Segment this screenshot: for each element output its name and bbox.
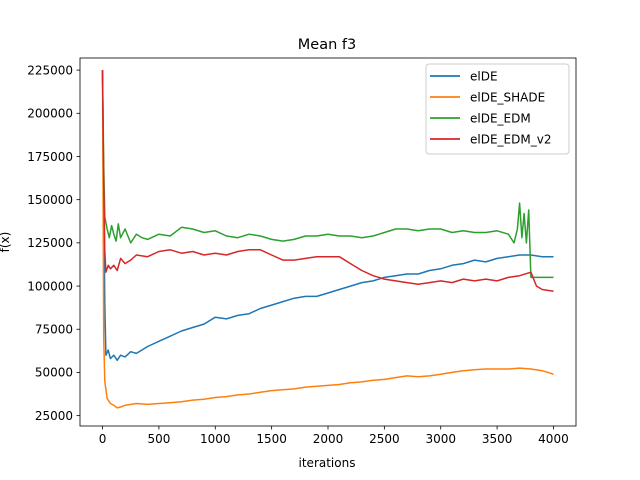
y-tick-label-5: 150000 bbox=[27, 193, 73, 207]
series-line-3 bbox=[101, 70, 554, 292]
x-axis: 0 500 1000 1500 2000 2500 3000 3500 4000 bbox=[99, 426, 569, 446]
y-tick-label-8: 225000 bbox=[27, 63, 73, 77]
y-tick-label-4: 125000 bbox=[27, 236, 73, 250]
legend-label-2: elDE_EDM bbox=[470, 111, 531, 125]
x-tick-label-0: 0 bbox=[99, 432, 107, 446]
series-line-0 bbox=[101, 70, 554, 362]
y-axis-label: f(x) bbox=[0, 232, 12, 253]
legend: elDE elDE_SHADE elDE_EDM elDE_EDM_v2 bbox=[425, 63, 570, 155]
series-layer bbox=[101, 70, 554, 409]
legend-label-0: elDE bbox=[470, 69, 498, 83]
y-tick-label-2: 75000 bbox=[35, 323, 73, 337]
chart-title: Mean f3 bbox=[298, 37, 356, 53]
y-tick-label-3: 100000 bbox=[27, 279, 73, 293]
y-axis: 25000 50000 75000 100000 125000 150000 175000 2… bbox=[27, 63, 80, 423]
x-tick-label-5: 2500 bbox=[369, 432, 400, 446]
y-tick-label-1: 50000 bbox=[35, 366, 73, 380]
x-tick-label-6: 3000 bbox=[425, 432, 456, 446]
legend-label-1: elDE_SHADE bbox=[470, 90, 545, 104]
y-tick-label-7: 200000 bbox=[27, 107, 73, 121]
x-tick-label-7: 3500 bbox=[482, 432, 513, 446]
x-tick-label-1: 500 bbox=[147, 432, 170, 446]
legend-label-3: elDE_EDM_v2 bbox=[470, 132, 551, 146]
y-tick-label-6: 175000 bbox=[27, 150, 73, 164]
y-tick-label-0: 25000 bbox=[35, 409, 73, 423]
x-tick-label-4: 2000 bbox=[313, 432, 344, 446]
x-tick-label-8: 4000 bbox=[538, 432, 569, 446]
series-line-2 bbox=[101, 70, 554, 279]
x-tick-label-2: 1000 bbox=[200, 432, 231, 446]
legend-box bbox=[425, 63, 570, 155]
x-axis-label: iterations bbox=[299, 456, 356, 470]
series-line-1 bbox=[101, 70, 554, 409]
x-tick-label-3: 1500 bbox=[256, 432, 287, 446]
